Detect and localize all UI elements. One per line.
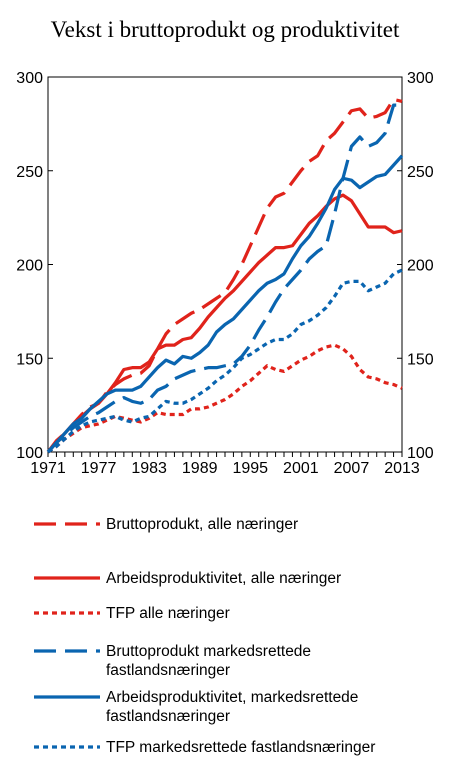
y-tick-label-right: 250 (407, 164, 434, 181)
series-line-3 (47, 343, 403, 454)
x-tick-label: 1971 (30, 460, 66, 477)
y-tick-label-left: 150 (16, 351, 43, 368)
legend-label-6: TFP markedsrettede fastlandsnæringer (106, 739, 375, 756)
legend-label-line: fastlandsnæringer (106, 662, 230, 679)
x-tick-label: 2013 (384, 460, 420, 477)
chart-title: Vekst i bruttoprodukt og produktivitet (51, 17, 400, 42)
y-tick-label-right: 300 (407, 70, 434, 87)
legend-label-5: Arbeidsproduktivitet, markedsrettede fast… (106, 689, 358, 725)
x-tick-label: 2007 (334, 460, 370, 477)
x-tick-label: 1995 (232, 460, 268, 477)
series-line-5 (46, 154, 404, 454)
legend-label-2: Arbeidsproduktivitet, alle næringer (106, 570, 341, 587)
series-group (46, 97, 404, 454)
x-tick-label: 1989 (182, 460, 218, 477)
y-tick-label-left: 200 (16, 258, 43, 275)
x-tick-label: 2001 (283, 460, 319, 477)
legend-label-line: Arbeidsproduktivitet, markedsrettede (106, 689, 358, 706)
legend-label-4: Bruttoprodukt markedsrettede fastlandsnær… (106, 643, 311, 679)
x-tick-label: 1977 (81, 460, 117, 477)
legend-label-line: Bruttoprodukt markedsrettede (106, 643, 311, 660)
x-tick-label: 1983 (131, 460, 167, 477)
y-tick-label-right: 100 (407, 445, 434, 462)
y-tick-label-left: 250 (16, 164, 43, 181)
legend-label-line: fastlandsnæringer (106, 708, 230, 725)
legend: Bruttoprodukt, alle næringer Arbeidsprodu… (34, 516, 375, 756)
series-line-1 (46, 97, 403, 453)
legend-label-3: TFP alle næringer (106, 605, 230, 622)
y-tick-label-right: 200 (407, 258, 434, 275)
plot-frame (47, 76, 403, 453)
y-tick-label-left: 100 (16, 445, 43, 462)
axes: 100 100 150 150 200 200 250 250 300 300 1971 1977 19… (16, 70, 434, 477)
legend-label-1: Bruttoprodukt, alle næringer (106, 516, 298, 533)
y-tick-label-right: 150 (407, 351, 434, 368)
y-tick-label-left: 300 (16, 70, 43, 87)
